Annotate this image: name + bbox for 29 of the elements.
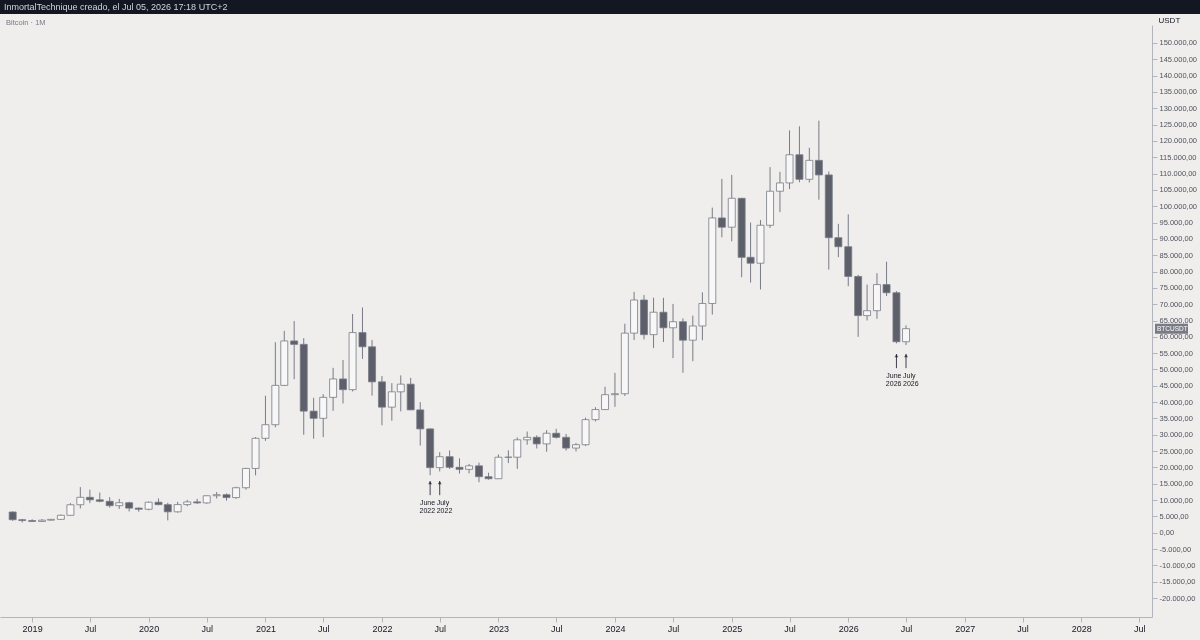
x-tick-label: Jul — [550, 623, 563, 634]
x-tick-label: 2025 — [722, 623, 743, 634]
x-tick-label: 2023 — [488, 623, 509, 634]
x-tick-label: 2022 — [372, 623, 393, 634]
x-tick-label: 2020 — [139, 623, 160, 634]
x-tick-label: 2026 — [838, 623, 859, 634]
candlestick — [329, 367, 338, 412]
x-tick-label: 2024 — [605, 623, 626, 634]
x-tick-label: Jul — [1017, 623, 1029, 634]
x-tick-label: Jul — [900, 623, 913, 634]
x-tick-label: Jul — [201, 623, 213, 634]
candlestick — [679, 317, 687, 374]
text: InmortalTechnique creado, el Jul 05, 2026 17:18 UTC+2 — [0, 0, 1200, 14]
x-tick-label: 2027 — [955, 623, 976, 634]
x-tick-label: Jul — [434, 623, 446, 634]
candlestick — [290, 320, 299, 380]
candlestick — [86, 489, 94, 504]
x-tick-label: Jul — [667, 623, 680, 634]
candlestick — [611, 372, 619, 408]
candlestick — [814, 120, 823, 201]
candlestick — [717, 178, 726, 238]
x-tick-label: 2021 — [255, 623, 276, 634]
x-tick-label: 2019 — [22, 623, 43, 634]
x-tick-label: Jul — [317, 623, 330, 634]
x-tick-label: 2028 — [1071, 623, 1092, 634]
x-tick-label: Jul — [1134, 623, 1146, 634]
x-tick-label: Jul — [784, 623, 796, 634]
y-axis-title: USDT — [1158, 15, 1181, 25]
x-tick-label: Jul — [84, 623, 97, 634]
